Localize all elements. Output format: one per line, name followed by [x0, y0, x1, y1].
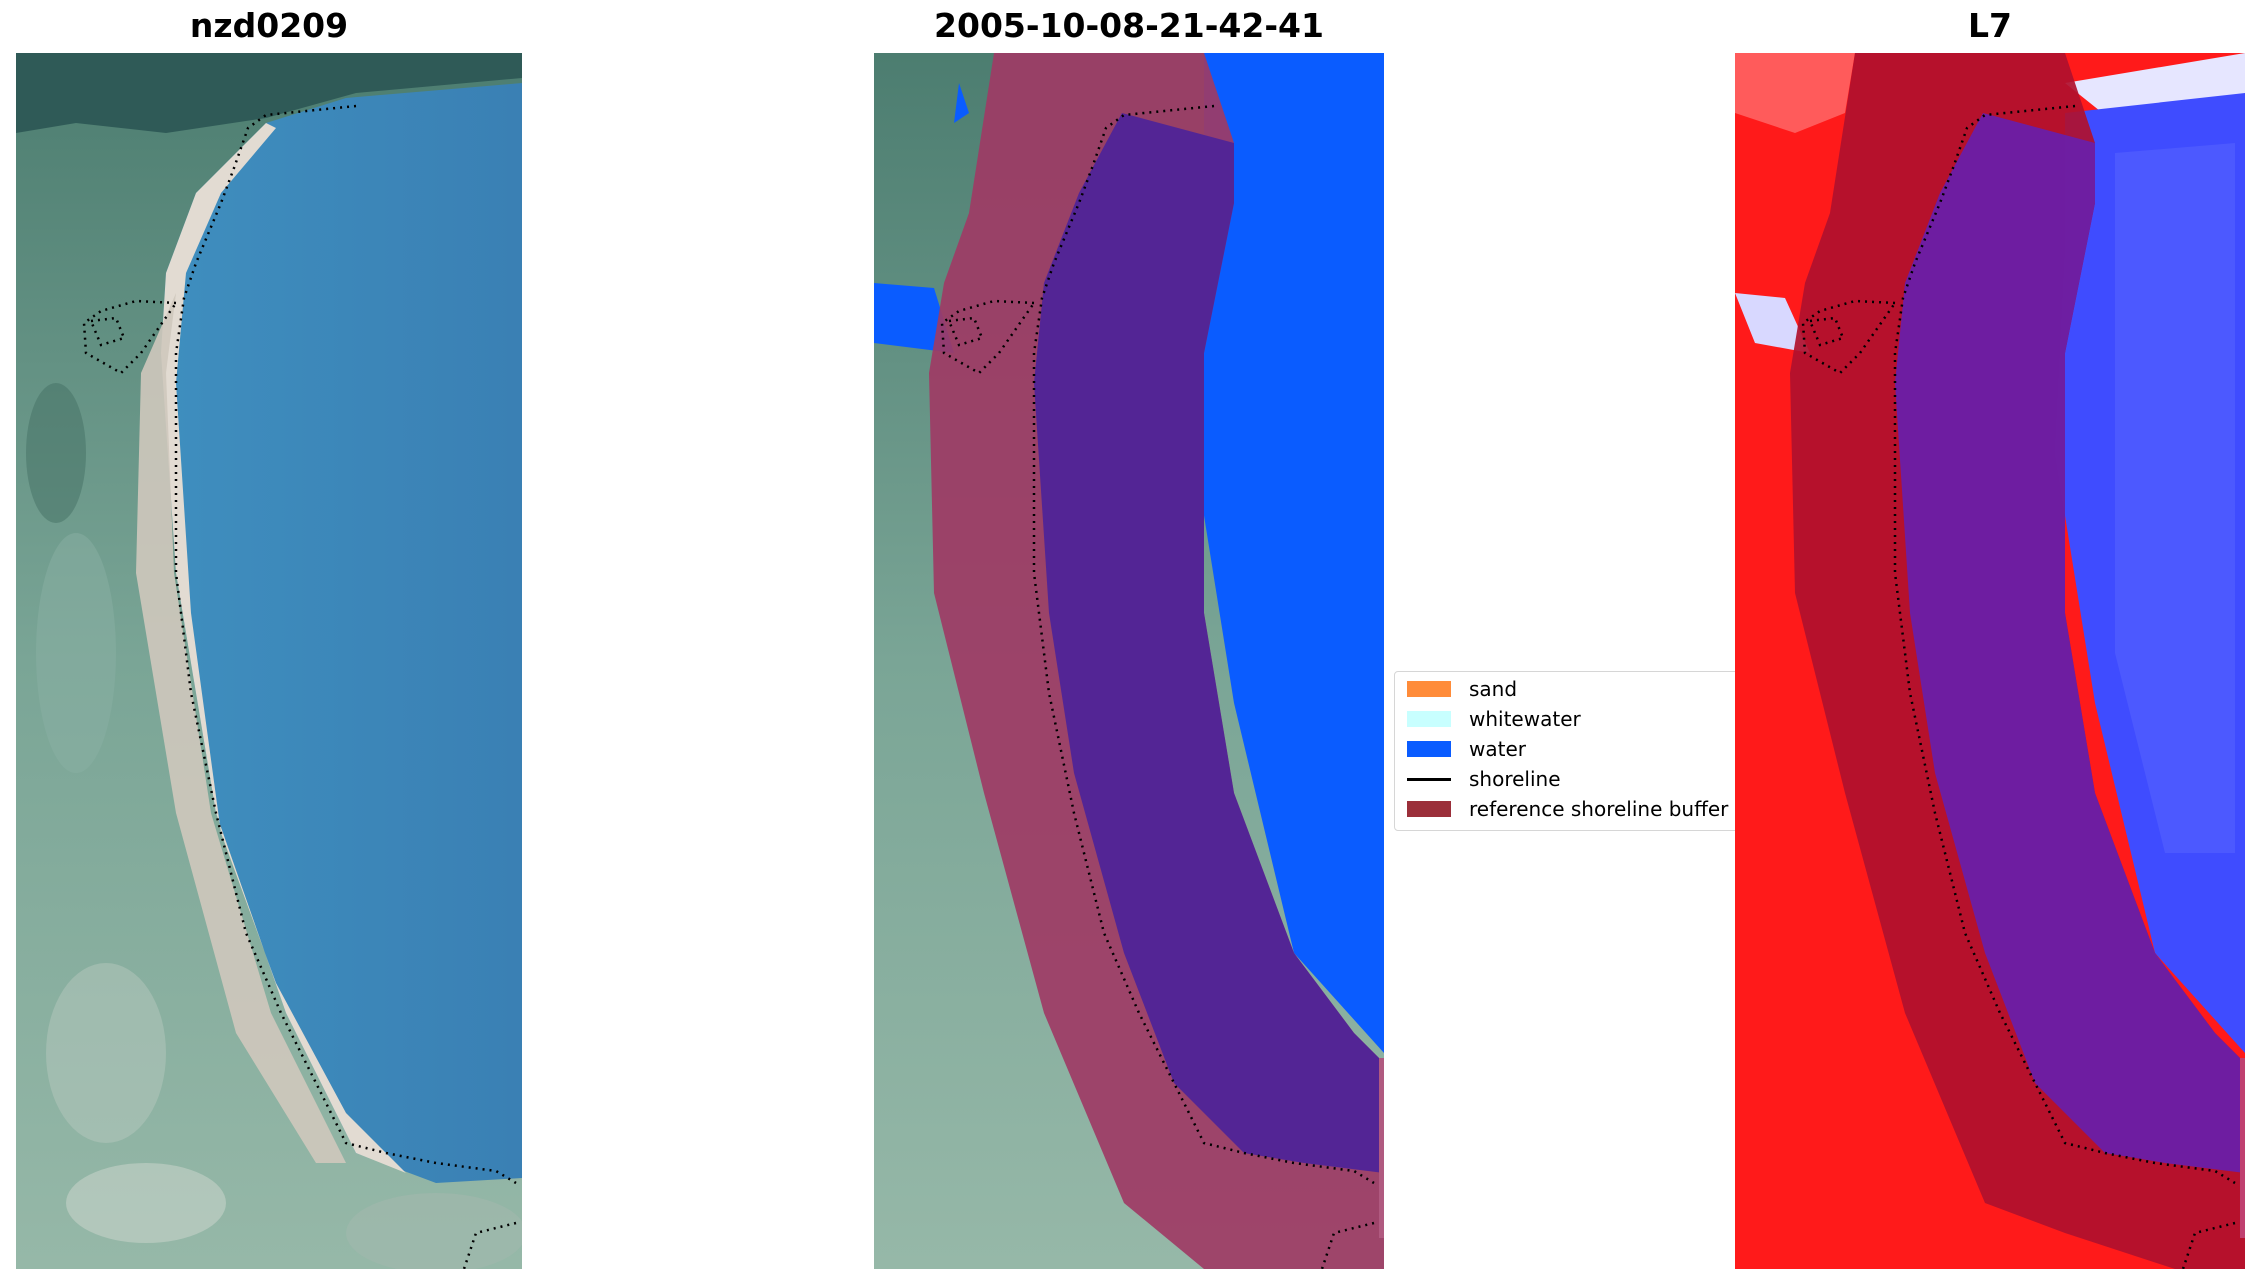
legend-label-shoreline: shoreline [1469, 767, 1561, 791]
legend-swatch-buffer [1407, 801, 1451, 817]
legend-label-whitewater: whitewater [1469, 707, 1581, 731]
classified-image-panel [874, 53, 1384, 1269]
panel-title-index: L7 [1968, 6, 2012, 45]
rgb-image [16, 53, 522, 1269]
legend-label-buffer: reference shoreline buffer [1469, 797, 1729, 821]
legend-entry-water: water [1407, 735, 1526, 763]
legend-entry-shoreline: shoreline [1407, 765, 1561, 793]
legend-label-water: water [1469, 737, 1526, 761]
legend-entry-buffer: reference shoreline buffer [1407, 795, 1728, 823]
legend: sand whitewater water shoreline referenc… [1394, 671, 1754, 831]
legend-label-sand: sand [1469, 677, 1518, 701]
legend-swatch-shoreline [1407, 777, 1451, 781]
legend-swatch-water [1407, 741, 1451, 757]
legend-swatch-sand [1407, 681, 1451, 697]
legend-swatch-whitewater [1407, 711, 1451, 727]
panel-title-rgb: nzd0209 [189, 6, 349, 45]
legend-entry-whitewater: whitewater [1407, 705, 1581, 733]
panel-title-classified: 2005-10-08-21-42-41 [934, 6, 1324, 45]
legend-entry-sand: sand [1407, 675, 1517, 703]
index-image-panel [1735, 53, 2245, 1269]
classified-image [874, 53, 1384, 1269]
index-image [1735, 53, 2245, 1269]
rgb-image-panel [16, 53, 522, 1269]
